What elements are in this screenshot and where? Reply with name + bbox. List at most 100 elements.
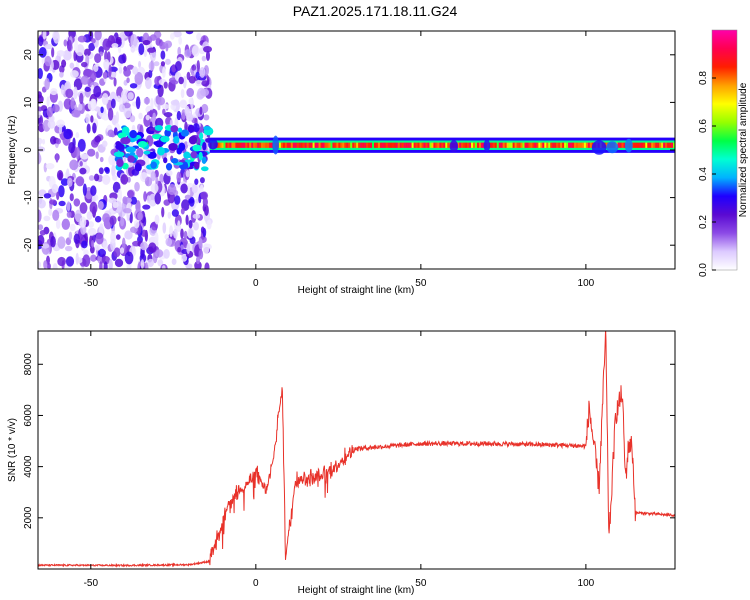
spectrogram-cell [184,49,192,58]
spectrogram-cell [51,183,59,194]
spectrogram-cell [65,256,75,267]
spectrogram-cell [51,47,55,58]
spectrogram-cell [198,151,203,161]
spectrogram-cell [473,142,476,148]
colorbar-ticks: 0.0 0.2 0.4 0.6 0.8 [698,71,716,277]
spectrogram-cell [126,77,130,84]
spectrogram-cell [624,138,633,153]
spectrogram-cell [178,36,183,45]
spectrogram-cell [566,142,569,148]
colorbar-tick-label: 0.0 [698,263,709,277]
spectrogram-cell [56,170,64,181]
spectrogram-cell [91,196,96,203]
spectrogram-cell [144,176,153,187]
x-tick-label: 50 [415,578,427,589]
spectrogram-cell [137,141,148,148]
spectrogram-cell [180,129,190,137]
spectrogram-cell [373,142,377,148]
y-tick-label: -10 [23,190,34,205]
spectrogram-cell [173,31,182,38]
spectrogram-cell [669,142,672,148]
spectrogram-cell [55,219,61,230]
spectrogram-cell [181,253,188,262]
spectrogram-cell [471,142,474,148]
spectrogram-cell [46,262,51,269]
spectrogram-cell [150,161,157,169]
spectrogram-cell [562,142,565,148]
spectrogram-cell [110,71,117,78]
spectrogram-cell [70,97,75,110]
spectrogram-cell [397,142,400,148]
spectrogram-cell [163,81,168,89]
spectrogram-cell [169,32,175,40]
spectrogram-cell [185,214,189,226]
spectrogram-cell [89,245,95,254]
spectrogram-cell [368,142,371,148]
spectrogram-cell [200,226,205,234]
spectrogram-cell [124,230,133,240]
spectrogram-cell [143,150,151,155]
spectrogram-cell [249,142,252,148]
spectrogram-cell [87,227,97,236]
spectrogram-x-ticks: -50 0 50 100 [84,31,595,289]
spectrogram-cell [75,176,85,187]
spectrogram-cell [427,142,430,148]
spectrogram-cell [63,98,73,110]
spectrogram-cell [536,142,539,148]
spectrogram-cell [245,142,248,148]
spectrogram-cell [115,36,122,45]
spectrogram-cell [199,106,203,115]
spectrogram-cell [530,142,533,148]
spectrogram-cell [118,54,126,64]
spectrogram-cell [186,87,195,98]
spectrogram-cell [403,142,406,148]
spectrogram-cell [217,142,220,148]
spectrogram-cell [108,154,117,166]
spectrogram-cell [574,142,577,148]
spectrogram-cell [120,89,130,102]
spectrogram-cell [161,206,165,218]
spectrogram-cell [81,240,88,249]
spectrogram-cell [229,142,232,148]
spectrogram-cell [63,49,72,61]
spectrogram-cell [490,142,493,148]
spectrogram-cell [86,123,91,134]
spectrogram-cell [575,142,579,148]
spectrogram-cell [69,193,74,202]
spectrogram-cell [364,142,367,148]
y-tick-label: -20 [23,238,34,253]
spectrogram-cell [659,142,662,148]
spectrogram-cell [94,244,101,251]
spectrogram-cell [67,177,73,188]
spectrogram-cell [502,142,505,148]
spectrogram-cell [129,115,136,123]
spectrogram-cell [154,192,162,205]
spectrogram-cell [93,173,100,182]
spectrogram-cell [38,209,42,223]
spectrogram-cell [196,60,201,74]
spectrogram-cell [105,167,110,174]
spectrogram-cell [91,38,96,44]
spectrogram-cell [66,201,71,212]
spectrogram-cell [176,110,182,121]
spectrogram-cell [411,142,414,148]
spectrogram-cell [46,106,54,118]
spectrogram-cell [314,142,317,148]
spectrogram-cell [127,176,131,183]
spectrogram-cell [90,185,97,196]
spectrogram-cell [162,66,166,78]
spectrogram-cell [84,86,91,92]
spectrogram-cell [56,191,60,200]
spectrogram-cell [439,142,442,148]
spectrogram-cell [61,218,71,230]
spectrogram-cell [57,236,66,249]
spectrogram-cell [129,151,136,156]
spectrogram-cell [500,142,503,148]
spectrogram-cell [86,211,93,220]
spectrogram-cell [185,31,194,35]
spectrogram-cell [89,70,97,82]
spectrogram-cell [154,125,163,131]
spectrogram-x-label: Height of straight line (km) [298,285,415,296]
spectrogram-cell [80,75,90,85]
spectrogram-cell [140,259,145,269]
